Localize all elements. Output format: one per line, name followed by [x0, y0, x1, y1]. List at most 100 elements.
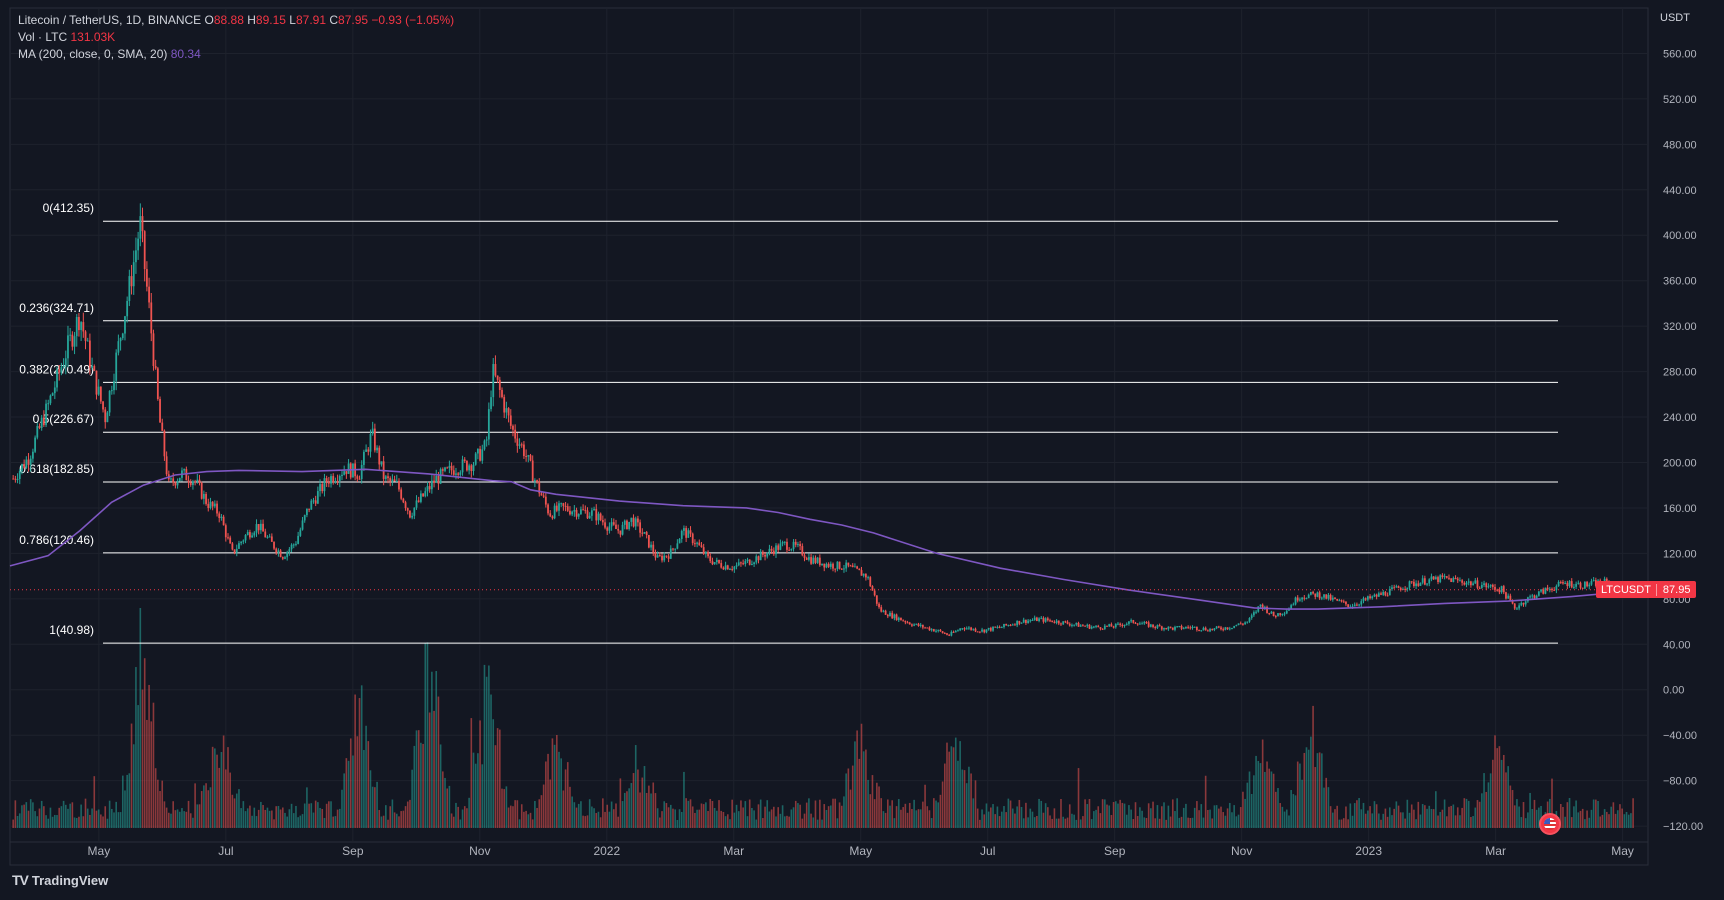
candle-body: [325, 478, 328, 482]
volume-bar: [1233, 805, 1235, 828]
volume-bar: [328, 801, 330, 828]
candle-body: [1373, 594, 1376, 597]
volume-bar: [1463, 798, 1466, 828]
tradingview-logo-icon: TV: [12, 872, 29, 888]
candle-body: [1472, 583, 1474, 586]
volume-bar: [683, 771, 685, 828]
candle-body: [273, 541, 275, 549]
candle-body: [672, 548, 674, 550]
volume-bar: [336, 809, 339, 828]
candle-body: [1413, 581, 1415, 587]
candle-body: [652, 544, 655, 553]
volume-bar: [321, 808, 324, 828]
volume-bar: [1481, 793, 1483, 828]
candle-body: [1246, 621, 1249, 623]
tradingview-brand[interactable]: TV TradingView: [12, 872, 108, 888]
candle-body: [619, 530, 622, 535]
candle-body: [790, 548, 793, 551]
volume-bar: [1279, 803, 1281, 828]
candle-body: [667, 556, 670, 559]
candle-body: [463, 459, 466, 461]
volume-bar: [1509, 785, 1512, 828]
candle-body: [448, 465, 451, 468]
volume-bar: [1016, 806, 1018, 828]
volume-bar: [1292, 794, 1295, 828]
volume-bar: [665, 803, 668, 828]
volume-bar: [547, 753, 549, 828]
candle-body: [417, 500, 420, 502]
volume-bar: [1310, 736, 1312, 828]
candle-body: [893, 614, 896, 619]
volume-bar: [707, 811, 709, 828]
candle-body: [14, 478, 17, 480]
volume-bar: [172, 801, 174, 828]
volume-bar: [1207, 810, 1209, 828]
volume-bar: [1239, 807, 1242, 828]
candle-body: [299, 529, 302, 536]
volume-bar: [1360, 809, 1363, 828]
symbol-title[interactable]: Litecoin / TetherUS, 1D, BINANCE: [18, 13, 202, 27]
candle-body: [1040, 617, 1043, 619]
candle-body: [205, 493, 207, 504]
candle-body: [527, 455, 530, 457]
volume-bar: [1200, 804, 1203, 828]
candle-body: [176, 481, 179, 486]
candle-body: [1204, 627, 1207, 631]
candle-body: [998, 626, 1001, 628]
volume-bar: [1136, 816, 1139, 828]
candle-body: [1305, 598, 1308, 600]
x-tick-label: Sep: [1104, 844, 1126, 858]
volume-bar: [1132, 819, 1135, 828]
fib-level-label: 0.5(226.67): [33, 412, 94, 426]
candle-body: [601, 519, 604, 523]
candle-body: [1360, 601, 1363, 605]
volume-bar: [229, 772, 231, 828]
candle-body: [584, 509, 587, 511]
candle-body: [1020, 622, 1023, 624]
candle-body: [198, 479, 201, 483]
volume-bar: [415, 730, 418, 828]
candle-body: [1325, 594, 1328, 599]
volume-bar: [1198, 810, 1200, 828]
candle-body: [490, 397, 492, 410]
candle-body: [86, 340, 89, 342]
volume-bar: [286, 816, 288, 828]
volume-bar: [148, 684, 150, 828]
volume-bar: [211, 746, 214, 828]
volume-bar: [488, 665, 490, 828]
volume-bar: [836, 818, 839, 828]
volume-bar: [764, 806, 766, 828]
currency-label[interactable]: USDT: [1660, 12, 1690, 24]
volume-legend[interactable]: Vol · LTC 131.03K: [18, 30, 115, 44]
volume-bar: [751, 807, 753, 828]
volume-bar: [71, 802, 74, 828]
volume-bar: [1218, 808, 1220, 828]
volume-bar: [637, 769, 639, 828]
candle-body: [505, 408, 508, 413]
us-flag-icon[interactable]: [1539, 813, 1561, 835]
candle-body: [818, 557, 821, 566]
volume-bar: [1009, 800, 1012, 828]
volume-bar: [827, 806, 830, 828]
ma-legend[interactable]: MA (200, close, 0, SMA, 20) 80.34: [18, 47, 201, 61]
volume-bar: [718, 800, 720, 828]
volume-bar: [1373, 801, 1376, 828]
fib-level-label: 0.786(120.46): [19, 533, 94, 547]
candle-body: [569, 510, 571, 515]
candle-body: [1125, 623, 1128, 625]
candle-body: [297, 535, 300, 544]
close-value: 87.95: [338, 13, 369, 27]
volume-bar: [192, 817, 194, 828]
volume-bar: [1082, 816, 1084, 828]
candle-body: [586, 510, 589, 519]
volume-bar: [80, 804, 82, 828]
volume-bar: [1211, 818, 1214, 828]
symbol-legend[interactable]: Litecoin / TetherUS, 1D, BINANCE O88.88 …: [18, 13, 454, 27]
candle-body: [954, 630, 957, 633]
candle-body: [97, 386, 100, 395]
candle-body: [409, 510, 411, 518]
volume-bar: [968, 766, 970, 828]
volume-bar: [1610, 806, 1612, 828]
volume-bar: [262, 804, 264, 828]
